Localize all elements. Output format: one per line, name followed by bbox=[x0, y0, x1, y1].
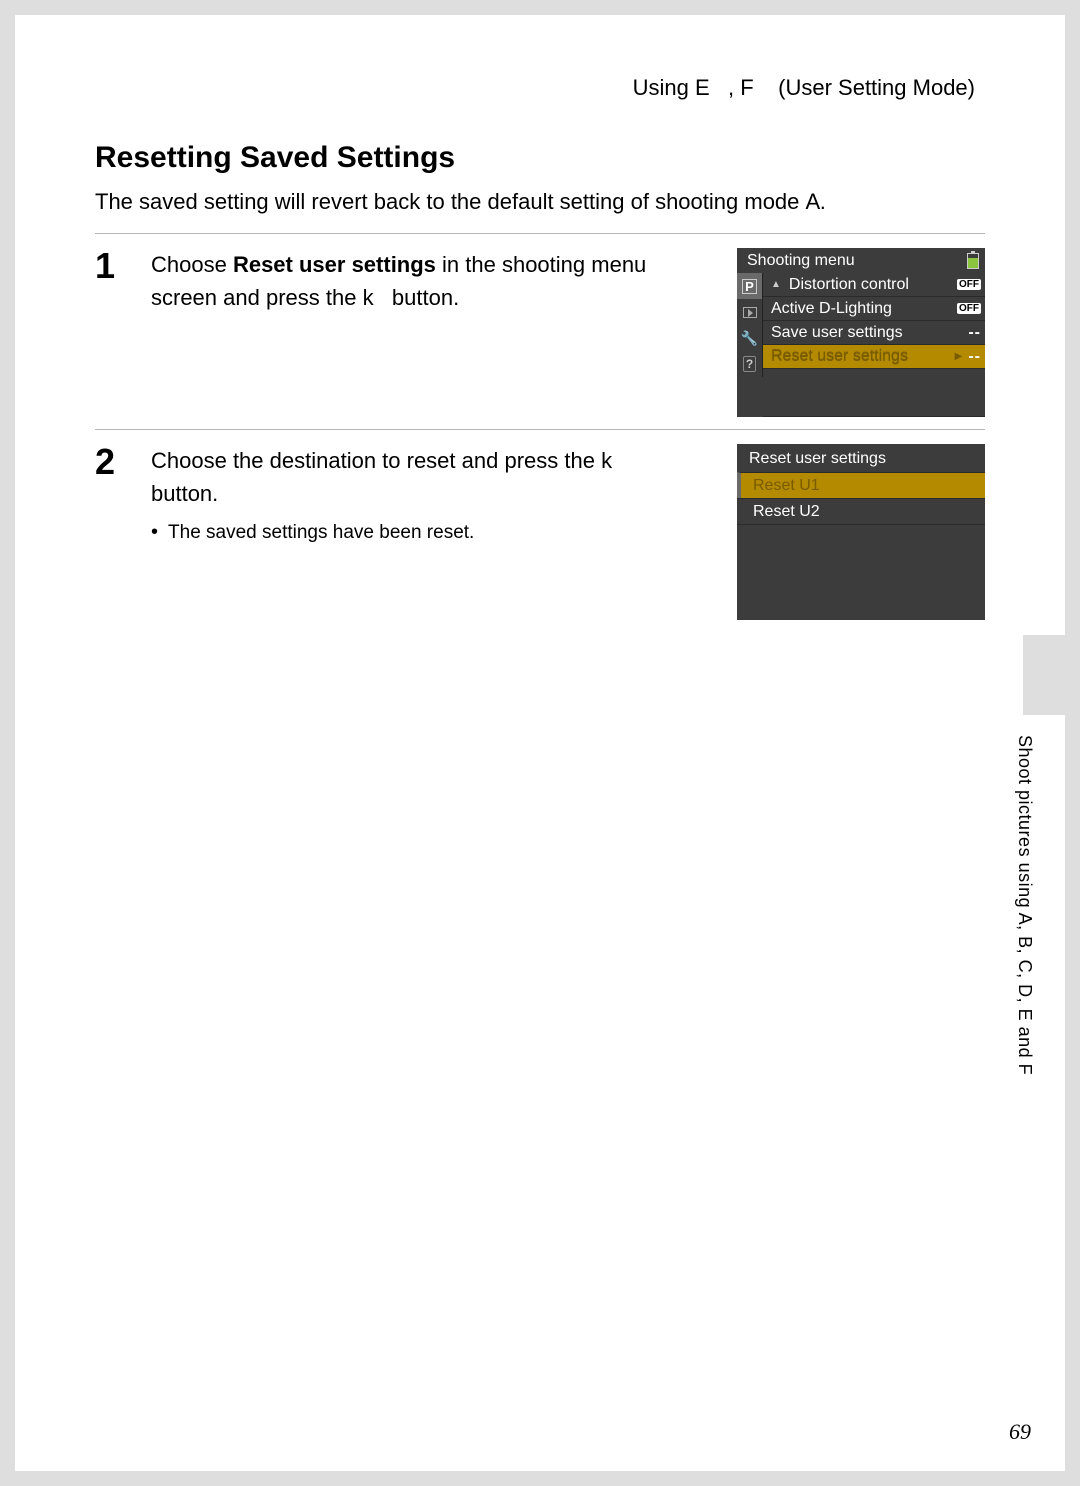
camui1-list: ▲Distortion control OFF Active D-Lightin… bbox=[763, 273, 985, 417]
camui1-title: Shooting menu bbox=[747, 252, 855, 270]
camui2-title: Reset user settings bbox=[737, 444, 985, 472]
off-badge: OFF bbox=[957, 279, 981, 290]
step-2: 2 Choose the destination to reset and pr… bbox=[95, 444, 985, 620]
step-1: 1 Choose Reset user settings in the shoo… bbox=[95, 248, 985, 417]
tab-shoot-icon: P bbox=[737, 273, 763, 299]
menu-empty-area bbox=[763, 369, 985, 417]
menu-row-dlighting: Active D-Lighting OFF bbox=[763, 297, 985, 321]
step-1-text: Choose Reset user settings in the shooti… bbox=[151, 248, 671, 314]
camui1-tabs: P 🔧 ? bbox=[737, 273, 763, 417]
header-text-right: (User Setting Mode) bbox=[778, 75, 975, 100]
step-2-bullet: The saved settings have been reset. bbox=[151, 522, 709, 544]
tab-playback-icon bbox=[737, 299, 763, 325]
section-title: Resetting Saved Settings bbox=[95, 141, 985, 175]
chevron-up-icon: ▲ bbox=[771, 279, 781, 290]
step-body: Choose Reset user settings in the shooti… bbox=[151, 248, 709, 314]
menu-row-save-settings: Save user settings -- bbox=[763, 321, 985, 345]
intro-post: . bbox=[820, 189, 826, 214]
manual-page: Using E , F (User Setting Mode) Resettin… bbox=[15, 15, 1065, 1471]
camui1-titlebar: Shooting menu bbox=[737, 248, 985, 273]
tab-setup-icon: 🔧 bbox=[737, 325, 763, 351]
header-mode2: F bbox=[740, 75, 753, 100]
step-number: 2 bbox=[95, 444, 123, 480]
intro-mode: A bbox=[806, 189, 820, 214]
intro-text: The saved setting will revert back to th… bbox=[95, 189, 985, 215]
tab-empty bbox=[737, 377, 763, 417]
step-2-text: Choose the destination to reset and pres… bbox=[151, 444, 671, 510]
menu-row-reset-settings: Reset user settings ▶-- bbox=[763, 345, 985, 369]
camui2: Reset user settings Reset U1 Reset U2 bbox=[737, 444, 985, 620]
header-mode1: E bbox=[695, 75, 710, 100]
tab-help-icon: ? bbox=[737, 351, 763, 377]
side-tab bbox=[1023, 635, 1065, 715]
chevron-right-icon: ▶ bbox=[955, 351, 963, 362]
bullet-icon bbox=[151, 522, 158, 544]
intro-pre: The saved setting will revert back to th… bbox=[95, 189, 806, 214]
camera-ui-screenshot-1: Shooting menu P 🔧 ? ▲Distortion control bbox=[737, 248, 985, 417]
step-number: 1 bbox=[95, 248, 123, 284]
step-body: Choose the destination to reset and pres… bbox=[151, 444, 709, 544]
camui1: Shooting menu P 🔧 ? ▲Distortion control bbox=[737, 248, 985, 417]
battery-icon bbox=[967, 253, 979, 269]
header-line: Using E , F (User Setting Mode) bbox=[95, 75, 985, 101]
separator bbox=[95, 233, 985, 234]
off-badge: OFF bbox=[957, 303, 981, 314]
header-sep: , bbox=[728, 75, 734, 100]
menu-row-distortion: ▲Distortion control OFF bbox=[763, 273, 985, 297]
side-section-label: Shoot pictures using A, B, C, D, E and F bbox=[1014, 735, 1035, 1075]
separator bbox=[95, 429, 985, 430]
reset-u2-option: Reset U2 bbox=[737, 498, 985, 524]
header-text-left: Using bbox=[633, 75, 689, 100]
camera-ui-screenshot-2: Reset user settings Reset U1 Reset U2 bbox=[737, 444, 985, 620]
camui2-empty bbox=[737, 524, 985, 620]
reset-u1-option: Reset U1 bbox=[737, 472, 985, 498]
page-number: 69 bbox=[1009, 1419, 1031, 1445]
